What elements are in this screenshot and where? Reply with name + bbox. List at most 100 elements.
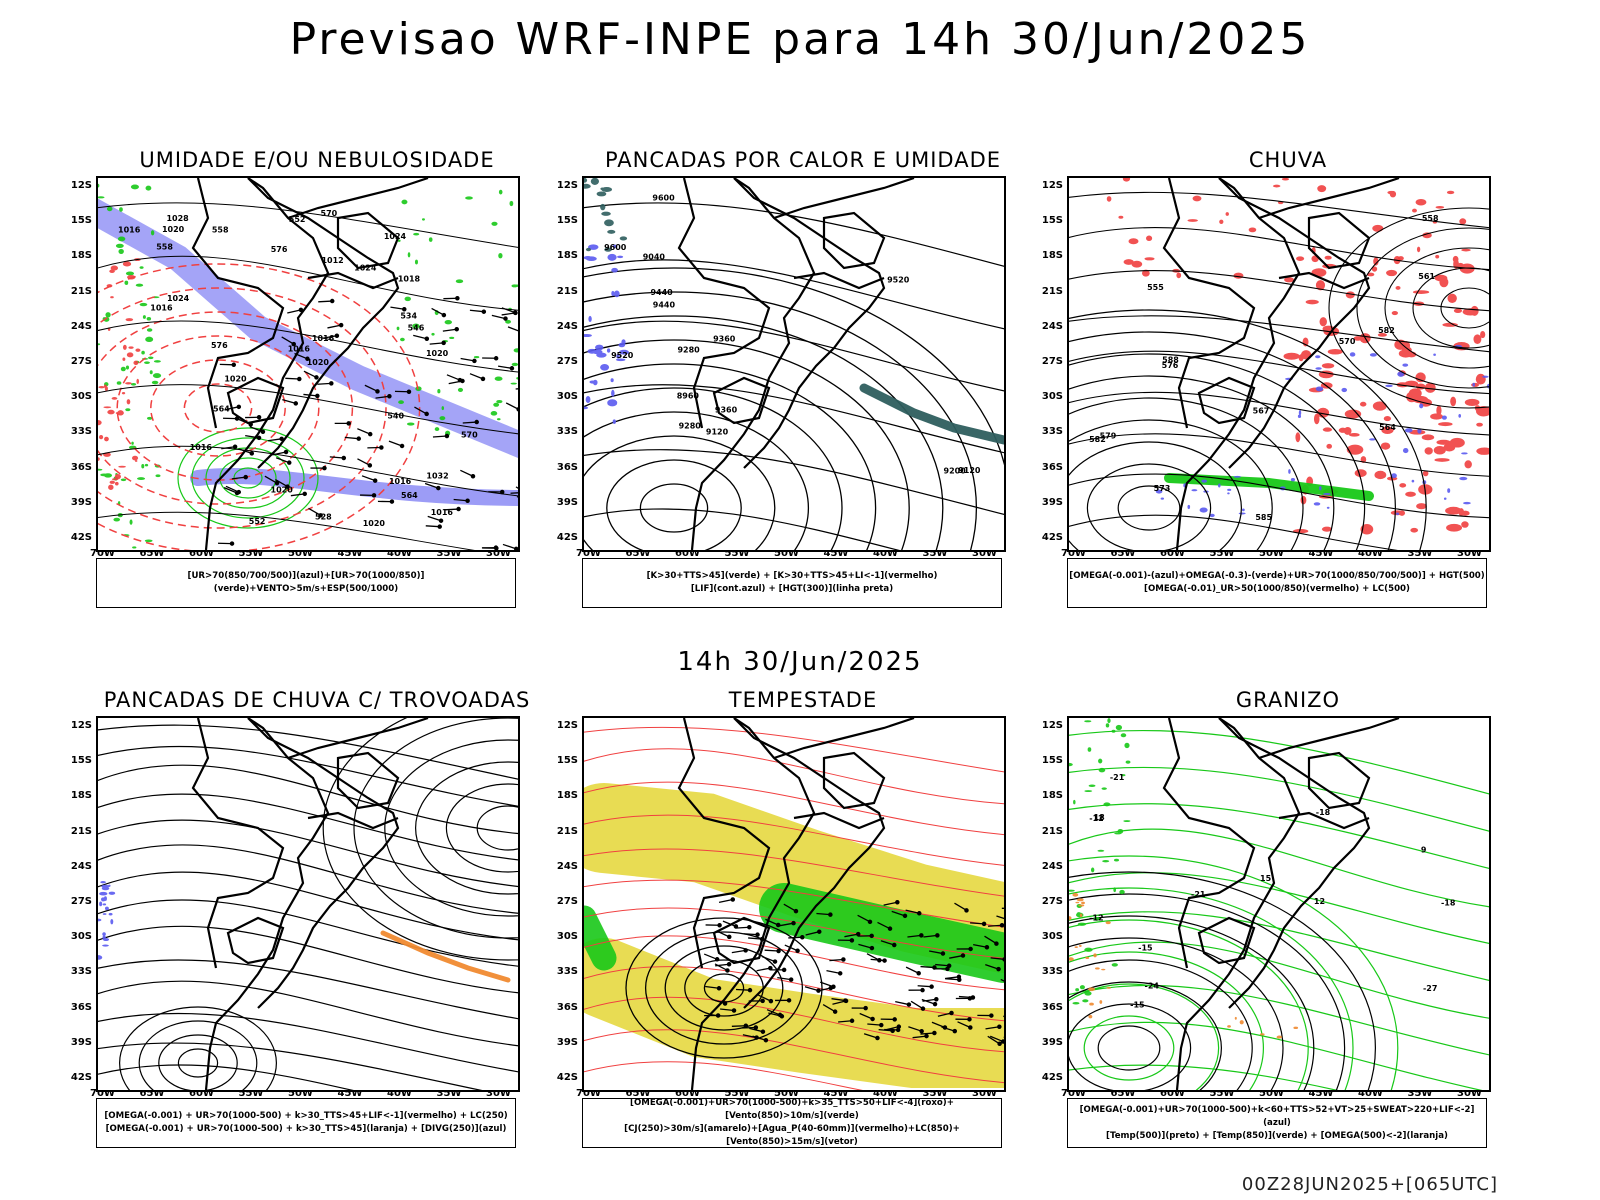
shade-blob [621,339,626,346]
wind-arrow [741,1026,756,1029]
shade-blob [117,236,126,242]
boundary-line [307,271,399,290]
wind-arrow [764,949,779,952]
streamline [1069,766,1489,832]
arrow-head [460,378,465,384]
wind-arrow [777,977,792,981]
shade-blob [1404,428,1413,433]
shade-blob [490,411,498,416]
shade-blob [404,296,411,302]
shade-blob [1389,190,1397,198]
contour-line [1356,227,1489,389]
arrow-head [715,1013,721,1018]
wind-arrow [920,965,935,969]
shade-blob [606,348,611,353]
arrow-head [454,326,459,332]
wind-arrow [829,958,844,962]
shade-blob [1445,506,1462,515]
shade-blob [1293,1026,1299,1030]
arrow-head [513,546,518,550]
lon-tick-label: 60W [189,1088,214,1099]
wind-arrow [907,934,922,938]
shade-blob [1078,944,1082,947]
arrow-head [305,356,310,362]
streamline [584,259,1004,330]
lat-tick-label: 33S [1041,426,1063,438]
boundary-line [204,718,330,1090]
contour-label: 1016 [150,303,173,312]
streamline [98,819,518,888]
shaded-band [584,783,1004,973]
arrow-head [338,322,344,328]
shade-blob [1227,488,1232,491]
shaded-area [584,244,630,424]
wind-arrow [413,334,427,340]
contours [1069,871,1376,1090]
shade-blob [1315,386,1324,392]
shade-blob [1434,458,1450,462]
boundary-line [204,178,330,550]
streamline [98,511,475,550]
shade-blob [1447,488,1451,493]
contour-label: 573 [1154,484,1171,493]
wind-arrow [768,1012,783,1017]
wind-arrow [711,998,726,1005]
contour-line [584,411,810,550]
boundary-line [1197,376,1256,425]
contour-label: 9 [1421,845,1427,854]
lat-tick-label: 33S [70,426,92,438]
contour-label: 561 [1418,272,1435,281]
contour-label: 576 [271,245,288,254]
wind-arrow [361,475,376,482]
wind-arrow [921,998,936,1005]
wind-arrow [327,324,342,329]
shade-blob [1443,497,1447,500]
arrow-head [775,922,781,928]
contour-label: 9520 [887,276,910,285]
boundary-line [1218,718,1371,1009]
lon-tick-label: 60W [189,548,214,559]
wind-arrow [294,352,308,360]
lat-tick-label: 21S [556,285,578,297]
arrow-head [1002,957,1004,962]
arrow-head [935,933,940,938]
contour-label: 576 [1162,361,1179,370]
lat-tick-label: 15S [70,755,92,767]
wind-vectors [703,897,1004,1047]
shade-blob [1144,257,1155,261]
lat-tick-label: 18S [556,250,578,262]
shade-blob [1453,258,1459,269]
wind-arrow [985,1026,1000,1030]
shade-blob [109,269,115,274]
contour-label: 1028 [166,214,189,223]
arrow-head [315,393,320,399]
shade-blob [1372,401,1387,411]
lon-tick-label: 55W [1209,1088,1235,1099]
arrow-head [379,445,384,450]
shade-blob [1111,963,1118,967]
contour-label: 534 [400,311,417,320]
wind-arrow [344,436,359,440]
shade-blob [1115,724,1123,731]
arrow-head [747,987,753,993]
contour-label: 582 [1378,326,1395,335]
contour-label: 9040 [643,252,666,261]
lon-tick-label: 55W [238,1088,264,1099]
shade-blob [457,387,464,392]
shade-blob [1442,322,1458,327]
lat-tick-label: 39S [1041,1036,1063,1048]
wind-arrow [996,915,1004,920]
shade-blob [1461,248,1471,252]
shade-blob [1321,363,1335,369]
shade-blob [1111,729,1116,733]
wind-arrow [469,373,484,380]
contour-label: 9600 [652,194,675,203]
arrow-head [981,921,987,927]
shade-blob [1476,447,1489,455]
contour-line [353,718,518,939]
map-svg: 1016101610201016101610241020102010241028… [98,178,518,550]
lat-tick-label: 21S [70,285,92,297]
wind-arrow [237,418,251,425]
arrow-head [920,987,925,993]
shade-blob [439,416,446,421]
